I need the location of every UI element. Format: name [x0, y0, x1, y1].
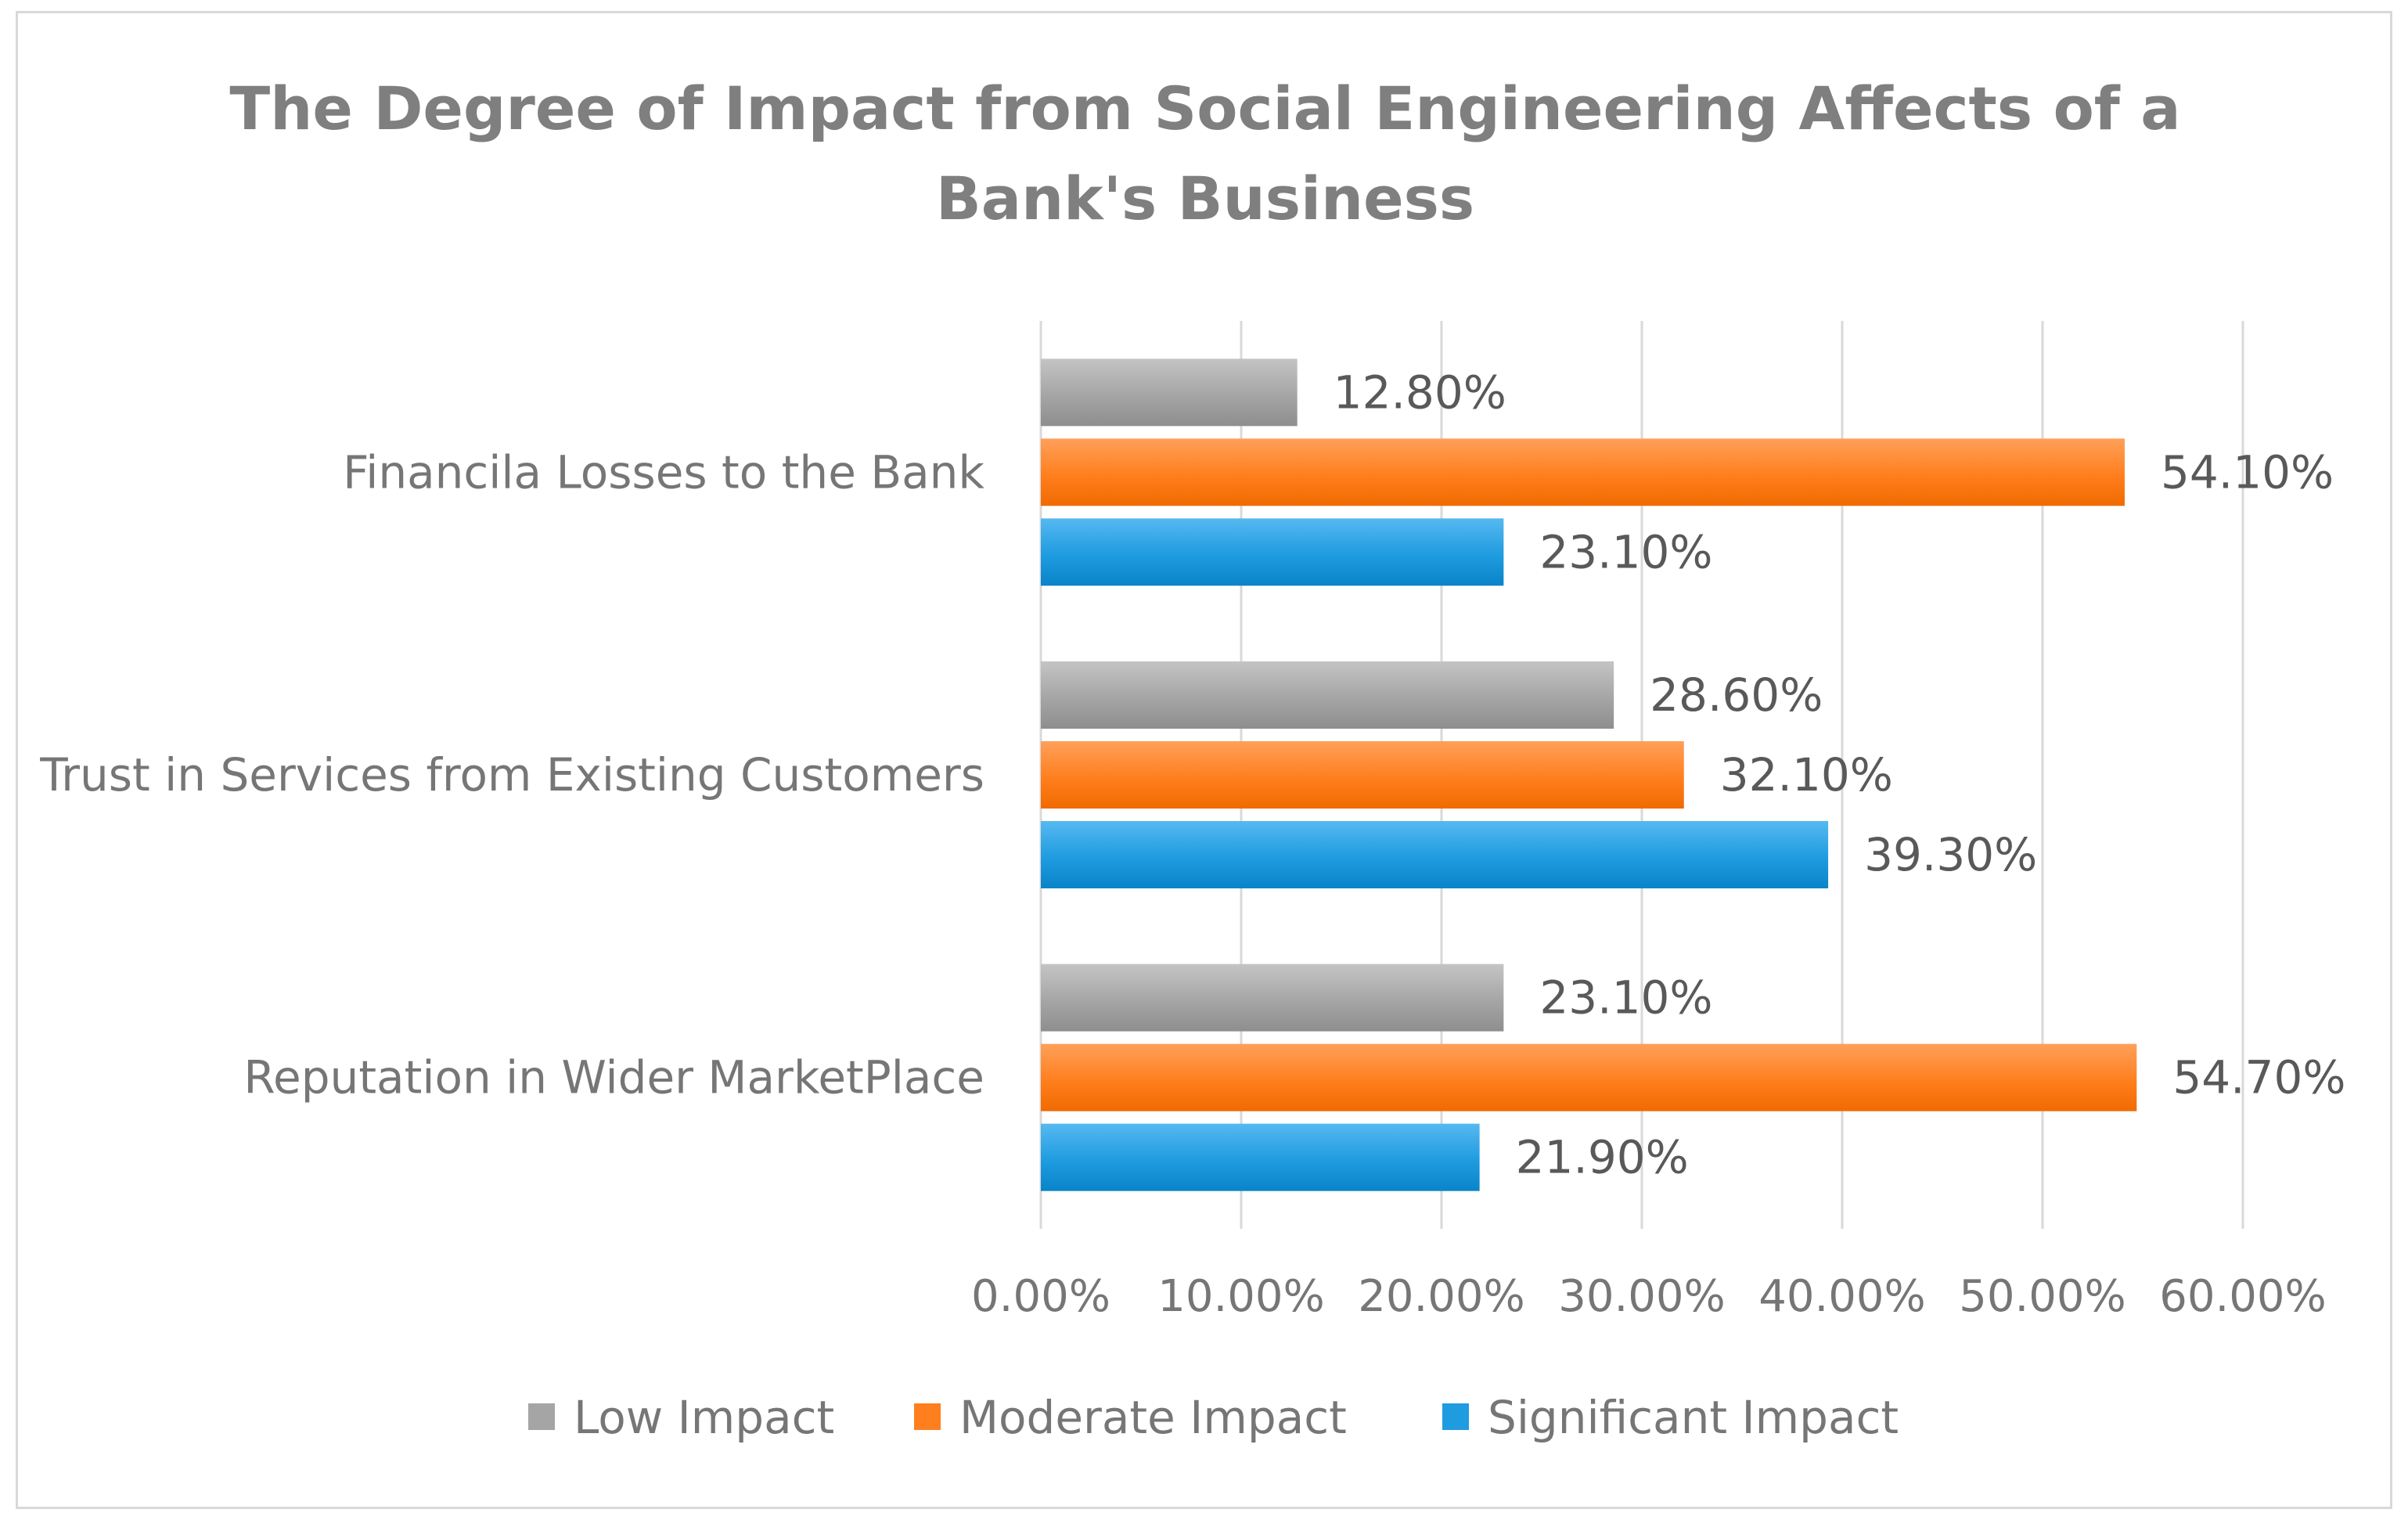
bar — [1041, 438, 2125, 506]
bar — [1041, 964, 1504, 1032]
data-label: 39.30% — [1864, 828, 2037, 881]
x-axis-tick-labels: 0.00% 10.00% 20.00% 30.00% 40.00% 50.00% 60.00… — [971, 1271, 2327, 1322]
data-label: 28.60% — [1650, 668, 1823, 722]
legend-swatch — [1442, 1403, 1469, 1430]
bar — [1041, 518, 1504, 586]
data-label: 12.80% — [1334, 366, 1506, 419]
bars — [1041, 358, 2137, 1191]
bar — [1041, 1043, 2137, 1111]
bar — [1041, 821, 1829, 888]
x-tick-label: 0.00% — [971, 1271, 1110, 1322]
bar — [1041, 358, 1298, 427]
category-label: Trust in Services from Existing Customer… — [39, 748, 984, 801]
data-label: 23.10% — [1539, 971, 1712, 1025]
legend-label: Moderate Impact — [959, 1391, 1347, 1444]
data-label: 32.10% — [1720, 748, 1893, 801]
category-label: Financila Losses to the Bank — [343, 445, 984, 499]
x-tick-label: 50.00% — [1959, 1271, 2126, 1322]
x-tick-label: 30.00% — [1558, 1271, 1726, 1322]
legend-label: Low Impact — [574, 1391, 834, 1444]
x-tick-label: 20.00% — [1358, 1271, 1525, 1322]
chart-title-line-2: Bank's Business — [936, 164, 1474, 233]
legend-swatch — [528, 1403, 555, 1430]
bar — [1041, 1123, 1480, 1191]
category-label: Reputation in Wider MarketPlace — [243, 1051, 984, 1104]
category-labels: Financila Losses to the Bank Trust in Ser… — [39, 445, 984, 1104]
data-label: 21.90% — [1516, 1131, 1689, 1184]
x-tick-label: 40.00% — [1758, 1271, 1926, 1322]
bar — [1041, 661, 1614, 729]
chart-title-line-1: The Degree of Impact from Social Enginee… — [229, 74, 2180, 143]
data-labels: 12.80% 54.10% 23.10% 28.60% 32.10% 39.30% 23.1… — [1334, 366, 2346, 1183]
legend-label: Significant Impact — [1488, 1391, 1899, 1444]
data-label: 54.10% — [2161, 445, 2334, 499]
bar — [1041, 741, 1684, 809]
x-tick-label: 60.00% — [2159, 1271, 2327, 1322]
data-label: 54.70% — [2172, 1051, 2345, 1104]
legend-swatch — [914, 1403, 941, 1430]
data-label: 23.10% — [1539, 525, 1712, 578]
legend: Low Impact Moderate Impact Significant Imp… — [528, 1391, 1899, 1444]
x-tick-label: 10.00% — [1157, 1271, 1325, 1322]
